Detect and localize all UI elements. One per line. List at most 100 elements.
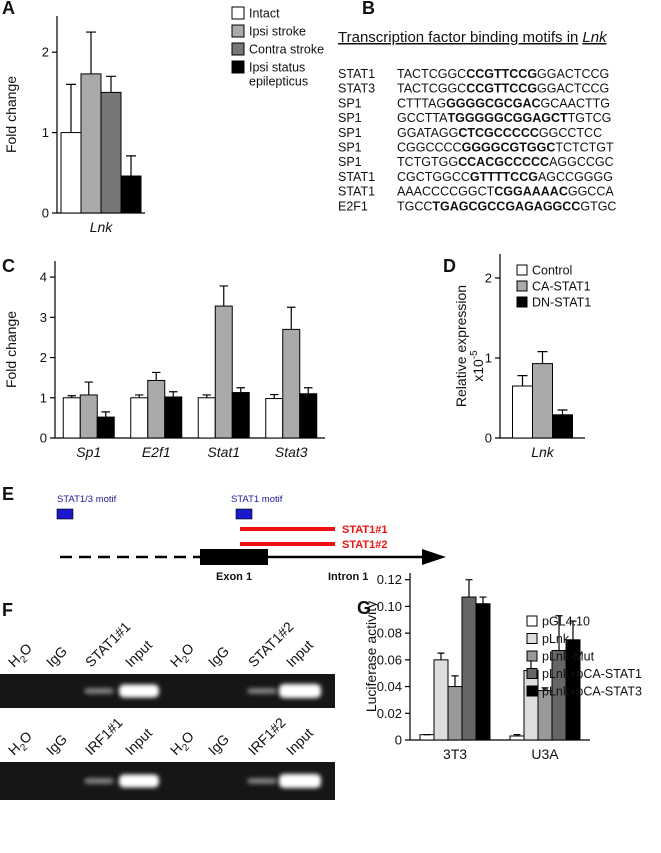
sequence-part: CCGTTCCG xyxy=(466,67,537,81)
bar xyxy=(447,686,463,741)
legend-label: Intact xyxy=(249,7,280,21)
error-bar xyxy=(86,31,96,74)
legend-label: CA-STAT1 xyxy=(532,280,591,294)
y-axis-unit: x10-5 xyxy=(469,350,486,382)
error-bar xyxy=(84,381,93,395)
bar xyxy=(96,416,115,439)
error-bar xyxy=(236,387,245,393)
motif-factor: STAT1 xyxy=(338,67,375,81)
legend-label: Control xyxy=(532,264,572,278)
y-tick-label: 0.02 xyxy=(377,706,402,721)
legend-label: pLnk-Mut xyxy=(542,650,595,664)
bar xyxy=(475,603,491,741)
motif-label: STAT1 motif xyxy=(231,494,283,505)
title-text: Transcription factor binding motifs in xyxy=(338,29,578,46)
bar xyxy=(60,132,82,214)
lane-label: Input xyxy=(122,637,155,670)
error-bar xyxy=(202,394,211,398)
motif-sequence: TGCCTGAGCGCCGAGAGGCCGTGC xyxy=(397,199,616,213)
bar xyxy=(509,735,525,741)
legend-swatch xyxy=(516,264,528,276)
legend-label: DN-STAT1 xyxy=(532,296,591,310)
sequence-part: CGCTGGCC xyxy=(397,170,470,184)
motif-sequence: AAACCCCGGCTCGGAAAACGGCCA xyxy=(397,185,614,199)
y-axis-label: Relative expression xyxy=(453,285,469,407)
sequence-part: GCAACTTG xyxy=(541,96,610,110)
lane-label: IRF1#1 xyxy=(82,714,126,758)
sequence-part: TACTCGGC xyxy=(397,67,466,81)
unit-exponent: -5 xyxy=(469,350,480,359)
lane-label-part: O xyxy=(178,728,197,747)
bar xyxy=(80,73,102,214)
y-tick-label: 0 xyxy=(40,431,47,446)
sequence-part: CGGAAAAC xyxy=(494,185,568,199)
error-bar xyxy=(270,393,279,399)
sequence-part: TCTCTGT xyxy=(555,141,614,155)
panel-label: C xyxy=(2,256,15,276)
motif-factor: SP1 xyxy=(338,141,362,155)
error-bar xyxy=(479,596,487,604)
error-bar xyxy=(555,615,563,651)
sequence-part: AGCCGGGG xyxy=(538,170,613,184)
legend-swatch xyxy=(526,685,538,697)
error-bar xyxy=(106,75,116,93)
sequence-part: GTTTTCCG xyxy=(470,170,538,184)
motif-sequence: GGATAGGCTCGCCCCCGGCCTCC xyxy=(397,126,602,140)
error-bar xyxy=(541,687,549,691)
bar xyxy=(299,393,318,439)
x-tick-label: Lnk xyxy=(90,219,114,235)
unit-base: x10 xyxy=(470,359,486,382)
panel-label: F xyxy=(2,600,13,620)
motif-factor: STAT1 xyxy=(338,185,375,199)
legend-swatch xyxy=(526,615,538,627)
lane-label: Input xyxy=(283,637,316,670)
bar xyxy=(197,397,216,439)
motif-factor: E2F1 xyxy=(338,199,368,213)
exon-box xyxy=(200,549,268,565)
motif-sequence: GCCTTATGGGGGCGGAGCTTGTCG xyxy=(397,111,611,125)
error-bar xyxy=(66,83,76,133)
legend-label: pLnk xyxy=(542,632,570,646)
x-tick-label: Lnk xyxy=(531,444,555,460)
bar xyxy=(512,385,533,439)
bar xyxy=(147,379,166,439)
error-bar xyxy=(67,395,76,398)
y-tick-label: 2 xyxy=(485,271,492,286)
motif-factor: SP1 xyxy=(338,111,362,125)
sequence-part: GTGC xyxy=(580,199,616,213)
panel-label: E xyxy=(2,484,14,504)
lane-label-part: O xyxy=(16,728,35,747)
title-gene: Lnk xyxy=(582,29,608,46)
y-tick-label: 3 xyxy=(40,310,47,325)
panel-label: A xyxy=(2,0,15,18)
motif-sequence: TACTCGGCCCGTTCCGGGACTCCG xyxy=(397,67,609,81)
panel-label: D xyxy=(443,256,456,276)
lane-label: IgG xyxy=(43,731,70,758)
motif-sequence: CTTTAGGGGGCGCGACGCAACTTG xyxy=(397,96,610,110)
motif-title: Transcription factor binding motifs in Ln… xyxy=(338,29,608,46)
motif-factor: STAT3 xyxy=(338,82,375,96)
bar xyxy=(282,328,301,439)
legend-swatch xyxy=(231,24,245,38)
x-tick-label: Stat1 xyxy=(207,444,240,460)
y-axis-label: Fold change xyxy=(3,311,19,388)
y-tick-label: 2 xyxy=(40,350,47,365)
sequence-part: GCCTTA xyxy=(397,111,448,125)
bar xyxy=(461,596,477,741)
intron-label: Intron 1 xyxy=(328,571,368,583)
sequence-part: CCACGCCCCC xyxy=(458,155,549,169)
motif-label: STAT1/3 motif xyxy=(57,494,117,505)
lane-label: IgG xyxy=(205,731,232,758)
error-bar xyxy=(451,675,459,687)
gel-band xyxy=(84,778,114,784)
panel-e: E STAT1/3 motif STAT1 motif STAT1#1 STAT… xyxy=(2,484,446,583)
y-tick-label: 0.10 xyxy=(377,599,402,614)
lane-label-part: O xyxy=(178,640,197,659)
x-tick-label: Sp1 xyxy=(76,444,101,460)
bar xyxy=(419,734,435,741)
motif-factor: SP1 xyxy=(338,126,362,140)
sequence-part: TCTGTGG xyxy=(397,155,458,169)
bar xyxy=(62,397,81,439)
error-bar xyxy=(287,306,296,330)
